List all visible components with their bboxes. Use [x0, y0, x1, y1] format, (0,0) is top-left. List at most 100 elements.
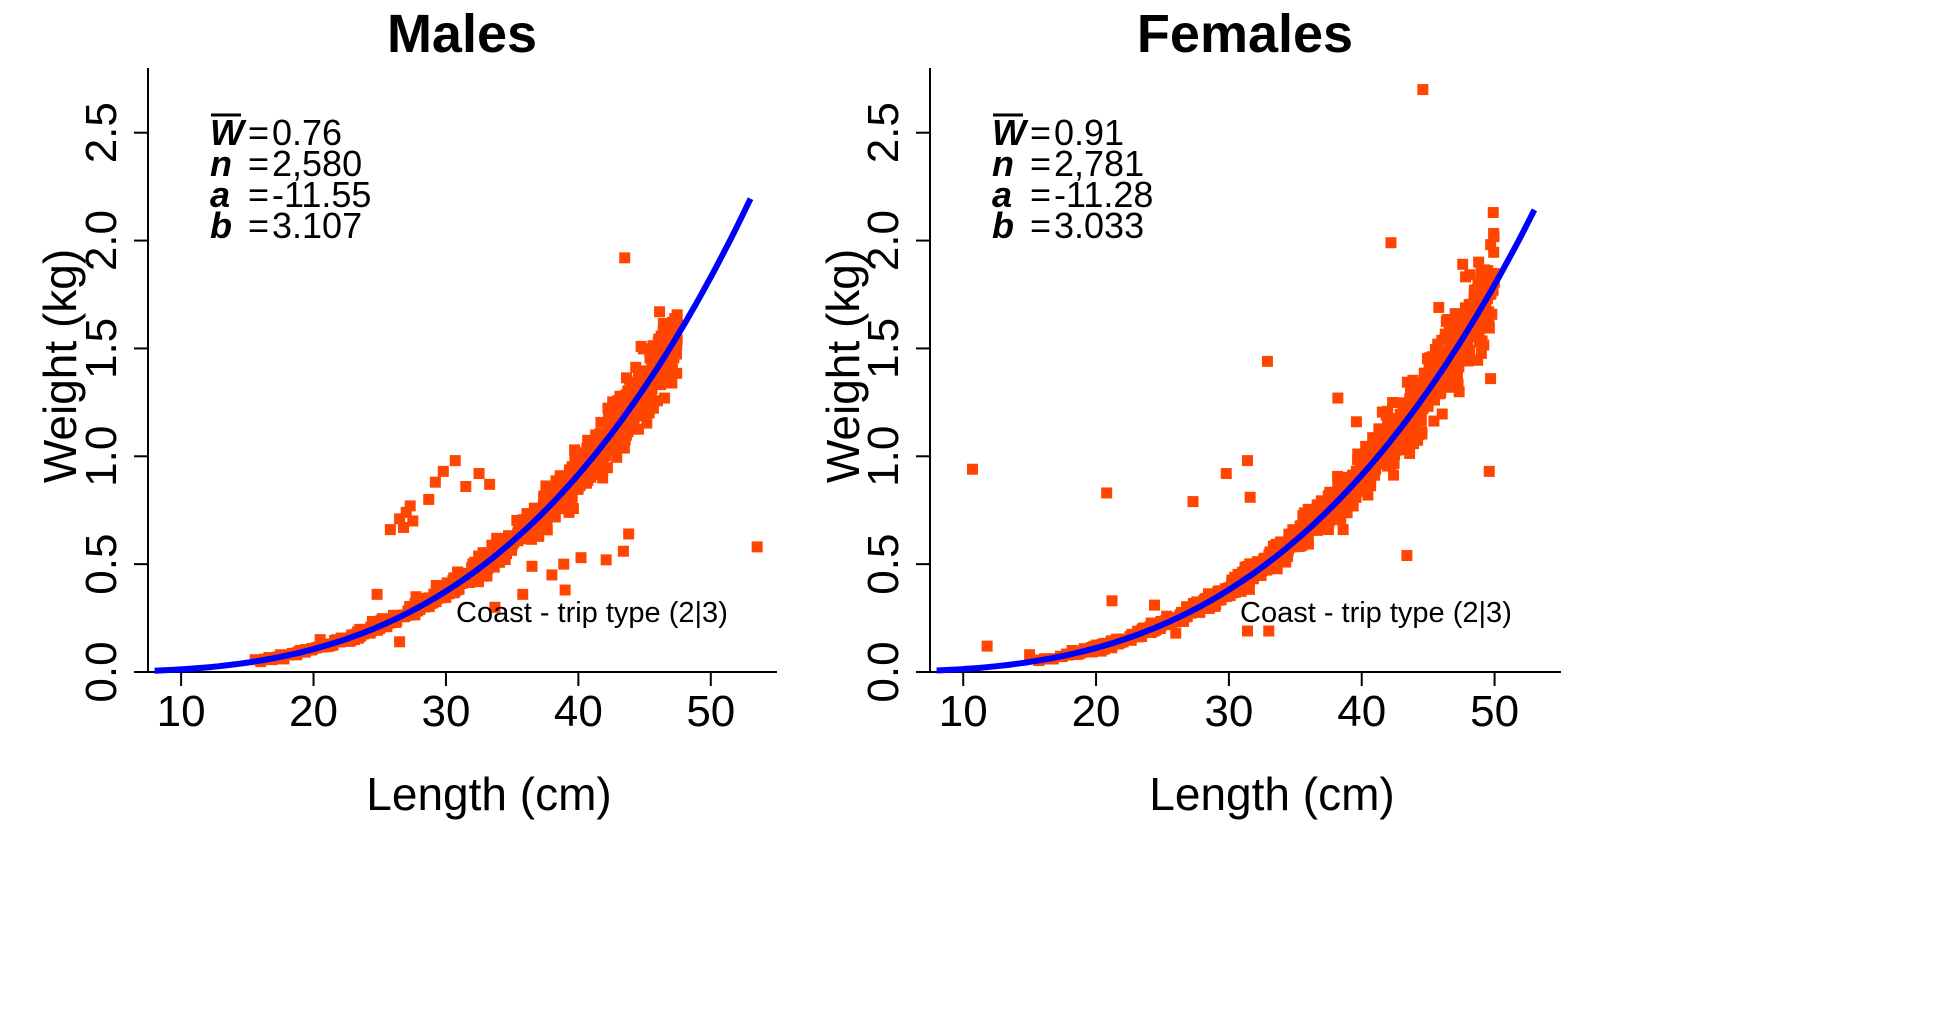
data-point: [1462, 340, 1474, 352]
data-point: [398, 521, 410, 533]
data-point: [1415, 402, 1427, 414]
data-point: [637, 376, 649, 388]
fitted-curve: [154, 197, 754, 674]
data-point: [1286, 528, 1298, 540]
data-point: [1488, 268, 1500, 280]
data-point: [1428, 415, 1440, 427]
data-point: [1388, 457, 1400, 469]
data-point: [450, 585, 462, 597]
data-point: [1341, 507, 1353, 519]
data-point: [1460, 353, 1472, 365]
data-point: [1421, 353, 1433, 365]
data-point: [637, 343, 649, 355]
y-tick-label: 0.0: [77, 641, 126, 702]
data-point: [1463, 299, 1475, 311]
data-point: [404, 500, 416, 512]
data-point: [652, 395, 664, 407]
data-point: [601, 462, 613, 474]
data-point: [1452, 320, 1464, 332]
data-point: [1480, 275, 1492, 287]
data-point: [569, 444, 581, 456]
data-point: [1388, 418, 1400, 430]
data-point: [1458, 323, 1470, 335]
stat-symbol: b: [210, 205, 232, 246]
stat-value: 0.76: [272, 112, 342, 153]
data-point: [581, 472, 593, 484]
data-point: [646, 364, 658, 376]
data-point: [1243, 583, 1255, 595]
y-tick-label: 2.5: [859, 102, 908, 163]
data-point: [1066, 644, 1078, 656]
data-point: [1203, 602, 1215, 614]
x-tick-label: 20: [289, 687, 338, 736]
data-point: [623, 528, 635, 540]
data-point: [484, 478, 496, 490]
data-point: [620, 394, 632, 406]
data-point: [1475, 281, 1487, 293]
stat-value: 3.107: [272, 205, 362, 246]
data-point: [624, 377, 636, 389]
fitted-curve: [936, 208, 1538, 674]
stat-symbol: n: [210, 143, 232, 184]
data-point: [1447, 334, 1459, 346]
data-point: [619, 252, 631, 264]
data-point: [1101, 487, 1113, 499]
data-point: [1429, 343, 1441, 355]
data-point: [1487, 207, 1499, 219]
data-point: [1429, 394, 1441, 406]
data-point: [1416, 426, 1428, 438]
data-point: [1425, 366, 1437, 378]
y-tick-label: 0.5: [859, 534, 908, 595]
data-point: [1453, 386, 1465, 398]
stat-symbol: a: [210, 174, 230, 215]
stat-symbol: W: [210, 112, 247, 153]
data-point: [565, 497, 577, 509]
data-point: [1305, 504, 1317, 516]
data-point: [575, 449, 587, 461]
data-point: [1417, 386, 1429, 398]
data-point: [558, 558, 570, 570]
stat-equals: =: [248, 174, 269, 215]
stat-value: 0.91: [1054, 112, 1124, 153]
x-axis-label: Length (cm): [1149, 768, 1394, 820]
data-point: [569, 459, 581, 471]
data-point: [1385, 237, 1397, 249]
data-point: [1352, 448, 1364, 460]
data-point: [1214, 586, 1226, 598]
stat-equals: =: [1030, 143, 1051, 184]
data-point: [553, 484, 565, 496]
data-point: [423, 493, 435, 505]
stat-equals: =: [248, 112, 269, 153]
stat-symbol: a: [992, 174, 1012, 215]
data-point: [1244, 491, 1256, 503]
data-point: [1347, 500, 1359, 512]
data-point: [617, 432, 629, 444]
data-point: [532, 502, 544, 514]
data-point: [466, 562, 478, 574]
y-tick-label: 1.0: [77, 426, 126, 487]
data-point: [1367, 432, 1379, 444]
data-point: [1441, 350, 1453, 362]
data-point: [1452, 378, 1464, 390]
data-point: [1387, 397, 1399, 409]
data-point: [967, 463, 979, 475]
data-point: [1370, 444, 1382, 456]
data-point: [539, 491, 551, 503]
stat-equals: =: [1030, 205, 1051, 246]
data-point: [1350, 416, 1362, 428]
data-point: [1436, 334, 1448, 346]
data-point: [563, 506, 575, 518]
data-point: [559, 497, 571, 509]
data-point: [1302, 538, 1314, 550]
data-point: [666, 316, 678, 328]
data-point: [638, 389, 650, 401]
x-tick-label: 40: [554, 687, 603, 736]
data-point: [617, 402, 629, 414]
data-point: [526, 560, 538, 572]
data-point: [535, 517, 547, 529]
y-tick-label: 2.0: [859, 210, 908, 271]
data-point: [1170, 627, 1182, 639]
data-point: [1486, 308, 1498, 320]
data-point: [537, 500, 549, 512]
data-point: [1323, 509, 1335, 521]
